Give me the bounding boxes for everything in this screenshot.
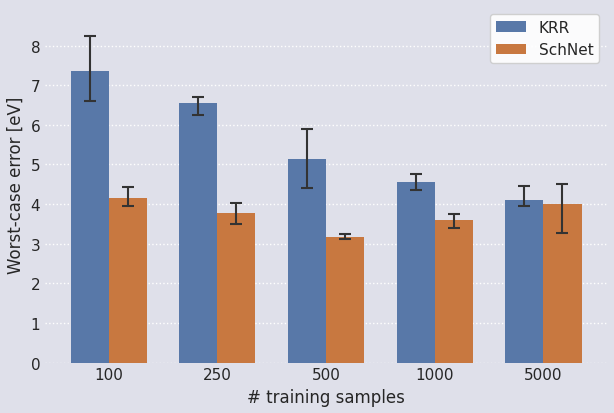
Y-axis label: Worst-case error [eV]: Worst-case error [eV] bbox=[7, 96, 25, 273]
Bar bbox=[326, 237, 364, 363]
Bar bbox=[71, 72, 109, 363]
Bar bbox=[217, 214, 255, 363]
Bar bbox=[435, 221, 473, 363]
Bar bbox=[288, 159, 326, 363]
Bar bbox=[543, 204, 581, 363]
Bar bbox=[179, 104, 217, 363]
Bar bbox=[505, 201, 543, 363]
X-axis label: # training samples: # training samples bbox=[247, 388, 405, 406]
Bar bbox=[397, 183, 435, 363]
Bar bbox=[109, 199, 147, 363]
Legend: KRR, SchNet: KRR, SchNet bbox=[490, 14, 599, 64]
